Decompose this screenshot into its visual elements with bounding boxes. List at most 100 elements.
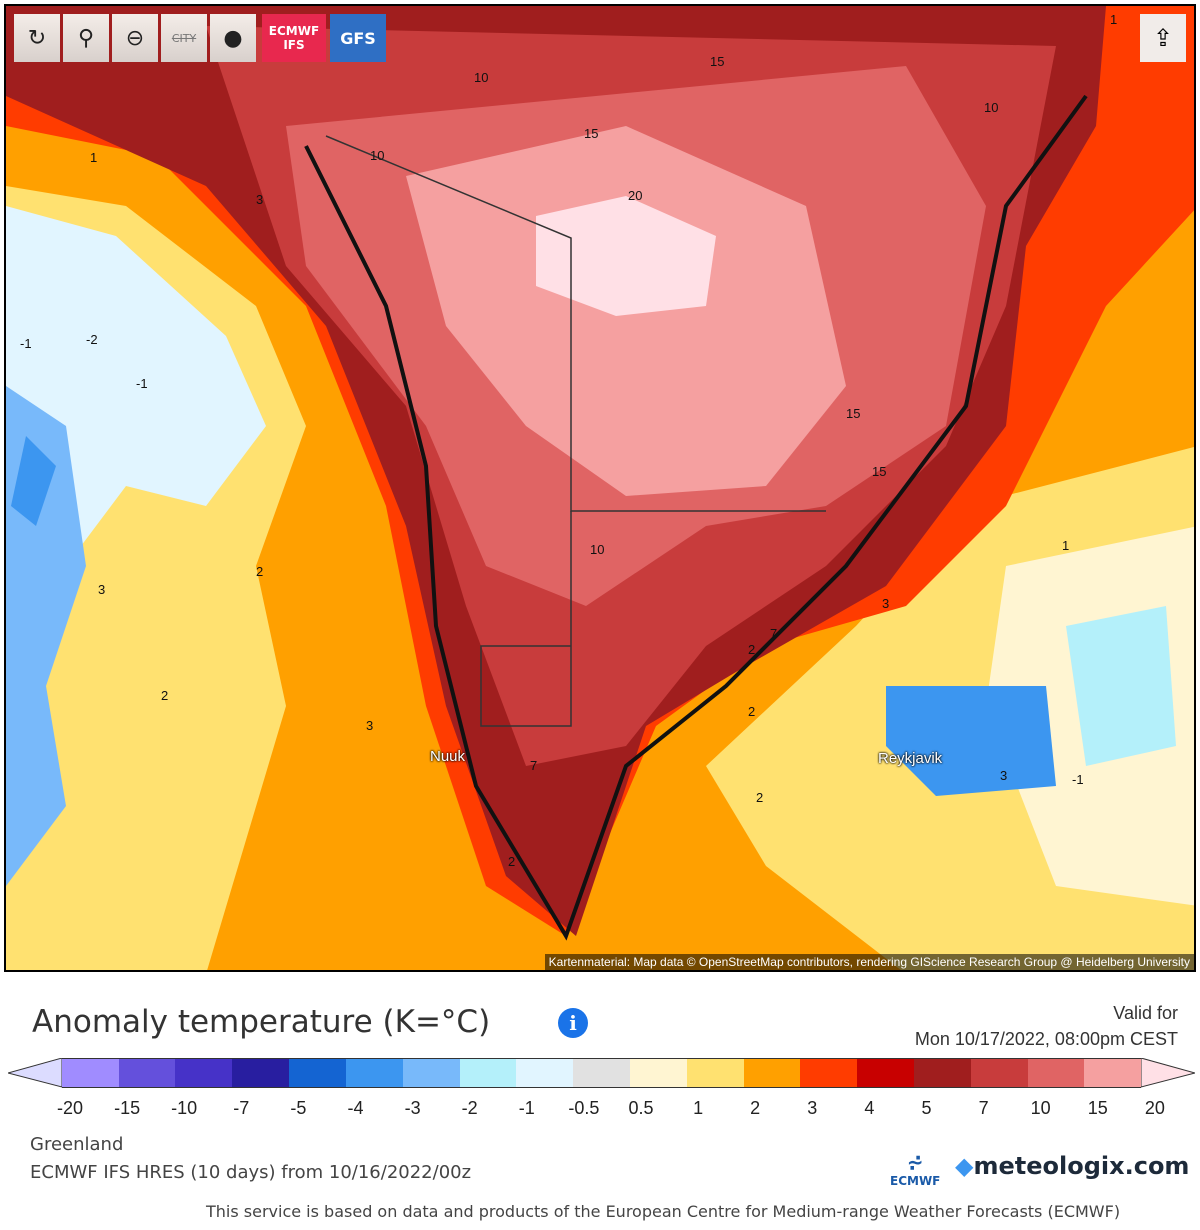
location-button[interactable]: ⚲ <box>63 14 109 62</box>
city-nuuk[interactable]: Nuuk <box>430 748 466 765</box>
disclaimer: This service is based on data and produc… <box>206 1202 1121 1221</box>
legend-tick: -10 <box>171 1098 198 1118</box>
model-ecmwf-button[interactable]: ECMWF IFS <box>262 14 326 62</box>
balloon-button[interactable]: ● <box>210 14 256 62</box>
contour-label: 7 <box>770 626 778 641</box>
contour-label: 2 <box>508 854 516 869</box>
legend-tick: 5 <box>921 1098 932 1118</box>
contour-label: -1 <box>1072 772 1084 787</box>
legend-swatch <box>289 1058 346 1088</box>
share-button[interactable]: ⇪ <box>1140 14 1186 62</box>
legend-tick: -1 <box>518 1098 535 1118</box>
contour-label: 20 <box>628 188 643 203</box>
legend-tick: 4 <box>864 1098 875 1118</box>
meteologix-logo[interactable]: ◆meteologix.com <box>955 1152 1189 1180</box>
legend-swatch <box>970 1058 1028 1088</box>
valid-time: Valid for Mon 10/17/2022, 08:00pm CEST <box>915 1000 1178 1052</box>
contour-label: 2 <box>756 790 764 805</box>
legend-swatch <box>914 1058 971 1088</box>
legend-swatch <box>573 1058 630 1088</box>
legend-tick: -15 <box>114 1098 141 1118</box>
legend-swatch <box>345 1058 403 1088</box>
contour-label: 1 <box>1062 538 1070 553</box>
anomaly-field <box>6 6 1194 970</box>
legend-tick: -3 <box>404 1098 421 1118</box>
legend-tick: 20 <box>1144 1098 1165 1118</box>
legend-swatch <box>800 1058 858 1088</box>
map-pin-icon: ⚲ <box>77 25 95 51</box>
legend-swatch <box>61 1058 119 1088</box>
city-reykjavik[interactable]: Reykjavik <box>878 750 943 767</box>
contour-label: 10 <box>474 70 489 85</box>
map[interactable]: ↻ ⚲ ⊖ CITY ● ECMWF IFS GFS ⇪ Nuuk Reykja… <box>4 4 1196 972</box>
zoom-out-icon: ⊖ <box>125 25 145 51</box>
legend-swatch <box>459 1058 517 1088</box>
legend-tick: -7 <box>233 1098 250 1118</box>
color-legend <box>8 1058 1196 1088</box>
legend-tick: 2 <box>750 1098 761 1118</box>
info-icon[interactable]: i <box>558 1008 588 1038</box>
legend-swatch <box>857 1058 914 1088</box>
legend-swatch <box>743 1058 801 1088</box>
model-run-label: ECMWF IFS HRES (10 days) from 10/16/2022… <box>30 1162 472 1183</box>
high-arrow <box>1141 1058 1196 1088</box>
ecmwf-logo: ⩫ ECMWF <box>890 1150 941 1188</box>
legend-swatch <box>516 1058 574 1088</box>
contour-label: 1 <box>90 150 98 165</box>
valid-label: Valid for <box>1113 1003 1178 1023</box>
legend-swatch <box>1027 1058 1085 1088</box>
brand-name: meteologix.com <box>973 1152 1190 1180</box>
contour-label: -1 <box>136 376 148 391</box>
contour-label: -2 <box>86 332 98 347</box>
contour-label: 3 <box>98 582 106 597</box>
contour-label: 7 <box>530 758 538 773</box>
contour-label: 15 <box>710 54 725 69</box>
contour-label: 15 <box>846 406 861 421</box>
legend-tick: 10 <box>1030 1098 1051 1118</box>
contour-label: 10 <box>370 148 385 163</box>
page-title: Anomaly temperature (K=°C) <box>32 1004 491 1040</box>
city-toggle[interactable]: CITY <box>161 14 207 62</box>
refresh-button[interactable]: ↻ <box>14 14 60 62</box>
legend-swatch <box>232 1058 290 1088</box>
contour-label: 15 <box>872 464 887 479</box>
map-attribution: Kartenmaterial: Map data © OpenStreetMap… <box>544 954 1194 970</box>
legend-swatch <box>629 1058 687 1088</box>
balloon-icon: ● <box>223 25 243 51</box>
legend-swatch <box>175 1058 233 1088</box>
refresh-icon: ↻ <box>27 25 47 51</box>
legend-tick: 3 <box>807 1098 818 1118</box>
legend-swatch <box>402 1058 460 1088</box>
contour-label: 2 <box>161 688 169 703</box>
meteologix-logo-icon: ◆ <box>955 1152 974 1180</box>
legend-tick: 15 <box>1087 1098 1108 1118</box>
legend-swatch <box>118 1058 176 1088</box>
contour-label: 1 <box>1110 12 1118 27</box>
valid-datetime: Mon 10/17/2022, 08:00pm CEST <box>914 1029 1178 1049</box>
legend-tick: 7 <box>978 1098 989 1118</box>
legend-swatch <box>686 1058 744 1088</box>
contour-label: 2 <box>256 564 264 579</box>
contour-label: 2 <box>748 642 756 657</box>
contour-label: 3 <box>366 718 374 733</box>
contour-label: 3 <box>256 192 264 207</box>
legend-swatch <box>1084 1058 1142 1088</box>
model-gfs-button[interactable]: GFS <box>330 14 386 62</box>
legend-tick: 1 <box>693 1098 704 1118</box>
contour-label: 3 <box>1000 768 1008 783</box>
zoom-out-button[interactable]: ⊖ <box>112 14 158 62</box>
contour-label: 2 <box>748 704 756 719</box>
legend-tick: -0.5 <box>568 1098 600 1118</box>
legend-tick: -20 <box>56 1098 84 1118</box>
contour-label: 10 <box>590 542 605 557</box>
legend-tick: -5 <box>290 1098 307 1118</box>
share-icon: ⇪ <box>1152 24 1174 52</box>
low-arrow <box>8 1058 62 1088</box>
legend-tick: -2 <box>461 1098 478 1118</box>
contour-label: -1 <box>20 336 32 351</box>
region-label: Greenland <box>30 1134 124 1155</box>
legend-tick: 0.5 <box>628 1098 654 1118</box>
contour-label: 10 <box>984 100 999 115</box>
ecmwf-logo-text: ECMWF <box>890 1174 941 1188</box>
legend-tick: -4 <box>347 1098 364 1118</box>
